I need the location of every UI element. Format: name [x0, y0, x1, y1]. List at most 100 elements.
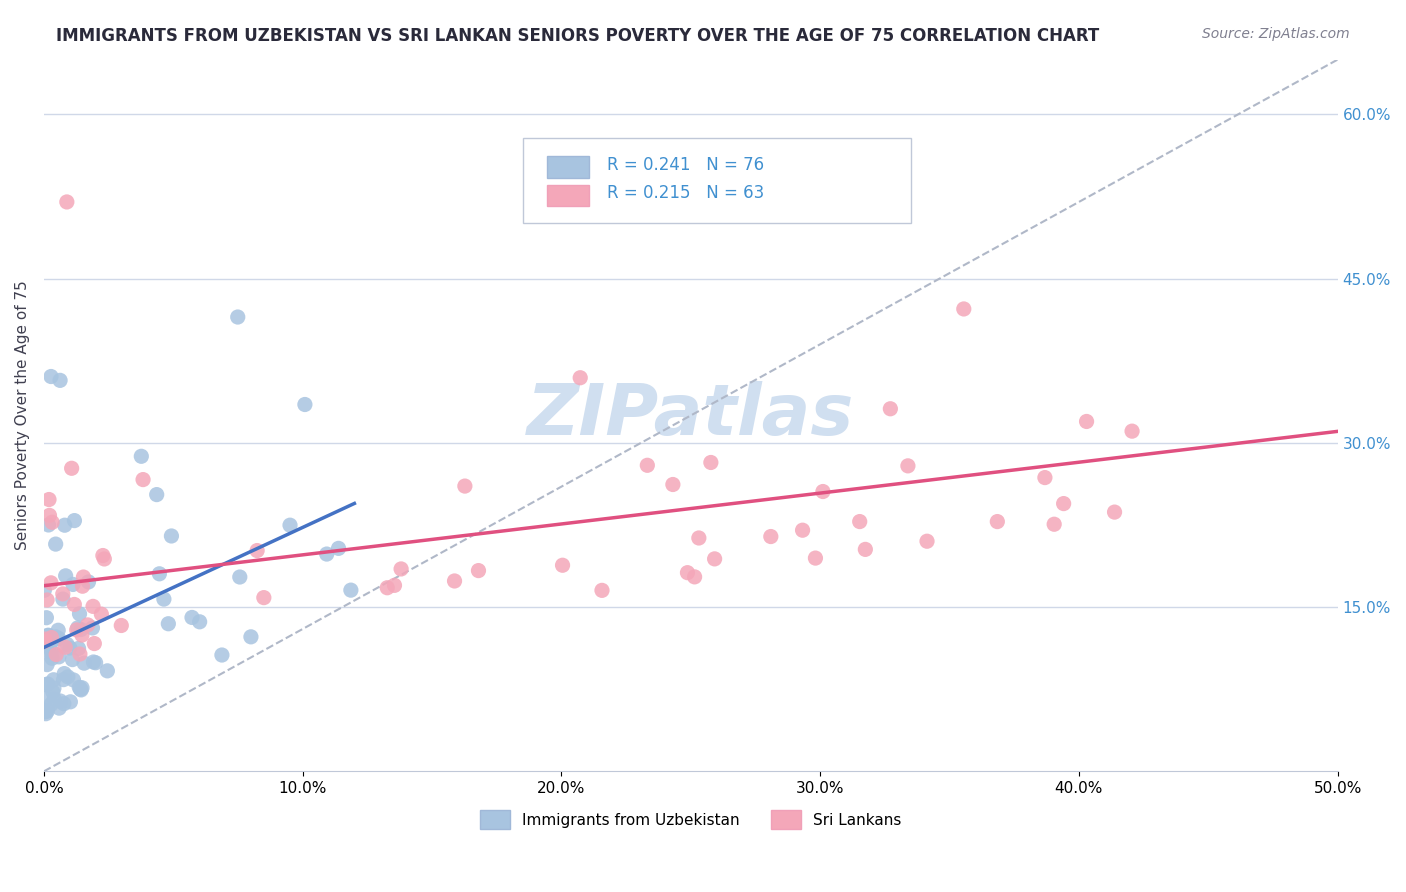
FancyBboxPatch shape — [547, 156, 589, 178]
Point — [59, 695, 82, 709]
Point — [66, 621, 89, 635]
Point — [37, 704, 59, 718]
Point — [48, 649, 70, 664]
Point — [70, 682, 93, 697]
Point — [34, 583, 56, 598]
Point — [41, 651, 63, 665]
Point — [41, 631, 63, 645]
Text: ZIPatlas: ZIPatlas — [527, 381, 855, 450]
Point — [42, 681, 65, 695]
Point — [69, 681, 91, 696]
Point — [1104, 505, 1126, 519]
Point — [45, 648, 67, 662]
Point — [384, 578, 406, 592]
Point — [132, 473, 155, 487]
Point — [42, 673, 65, 687]
Point — [897, 458, 920, 473]
Point — [45, 630, 67, 644]
Point — [35, 706, 58, 721]
Point — [34, 632, 56, 646]
Point — [1052, 497, 1074, 511]
Point — [82, 655, 104, 669]
Point — [84, 656, 107, 670]
Point — [42, 685, 65, 699]
Point — [34, 634, 56, 648]
Point — [467, 564, 489, 578]
Point — [688, 531, 710, 545]
Point — [37, 628, 59, 642]
Point — [76, 618, 98, 632]
Point — [39, 369, 62, 384]
Point — [82, 621, 104, 635]
Point — [73, 656, 96, 670]
Point — [340, 583, 363, 598]
Point — [56, 638, 79, 652]
Point — [44, 692, 66, 706]
Point — [62, 652, 84, 666]
Point — [700, 455, 723, 469]
Point — [34, 705, 56, 719]
Point — [1076, 414, 1098, 428]
Point — [662, 477, 685, 491]
Point — [38, 508, 60, 523]
Text: IMMIGRANTS FROM UZBEKISTAN VS SRI LANKAN SENIORS POVERTY OVER THE AGE OF 75 CORR: IMMIGRANTS FROM UZBEKISTAN VS SRI LANKAN… — [56, 27, 1099, 45]
Point — [239, 630, 262, 644]
Point — [52, 697, 75, 711]
Point — [811, 484, 834, 499]
Point — [52, 673, 75, 687]
Point — [56, 670, 79, 684]
Point — [375, 581, 398, 595]
Point — [49, 694, 72, 708]
Point — [49, 373, 72, 387]
Point — [35, 593, 58, 607]
Point — [1033, 470, 1056, 484]
Point — [389, 562, 412, 576]
Point — [38, 492, 60, 507]
Point — [226, 310, 249, 324]
Point — [246, 543, 269, 558]
Point — [66, 623, 89, 637]
Point — [70, 623, 93, 637]
Point — [181, 610, 204, 624]
Point — [52, 592, 75, 607]
Point — [636, 458, 658, 473]
Point — [46, 624, 69, 638]
Point — [45, 537, 67, 551]
Point — [294, 397, 316, 411]
Point — [96, 664, 118, 678]
FancyBboxPatch shape — [523, 138, 911, 223]
Point — [77, 574, 100, 589]
Point — [67, 681, 90, 695]
Point — [853, 542, 876, 557]
Point — [93, 552, 115, 566]
Point — [848, 515, 870, 529]
Point — [90, 607, 112, 622]
Point — [56, 194, 79, 209]
Point — [69, 647, 91, 661]
Point — [952, 301, 974, 316]
Point — [38, 645, 60, 659]
Point — [153, 592, 176, 607]
Point — [879, 401, 901, 416]
Point — [873, 175, 896, 189]
Point — [39, 698, 62, 712]
Point — [591, 583, 613, 598]
Point — [37, 518, 59, 533]
Point — [278, 518, 301, 533]
Point — [72, 570, 94, 584]
Point — [53, 666, 76, 681]
Point — [55, 569, 77, 583]
Point — [41, 516, 63, 530]
Point — [70, 628, 93, 642]
Text: R = 0.241   N = 76: R = 0.241 N = 76 — [606, 156, 763, 174]
Point — [35, 611, 58, 625]
Point — [443, 574, 465, 588]
Point — [551, 558, 574, 573]
Point — [1043, 517, 1066, 532]
Y-axis label: Seniors Poverty Over the Age of 75: Seniors Poverty Over the Age of 75 — [15, 281, 30, 550]
Point — [39, 644, 62, 658]
Text: Source: ZipAtlas.com: Source: ZipAtlas.com — [1202, 27, 1350, 41]
Point — [160, 529, 183, 543]
Point — [63, 598, 86, 612]
Point — [52, 587, 75, 601]
